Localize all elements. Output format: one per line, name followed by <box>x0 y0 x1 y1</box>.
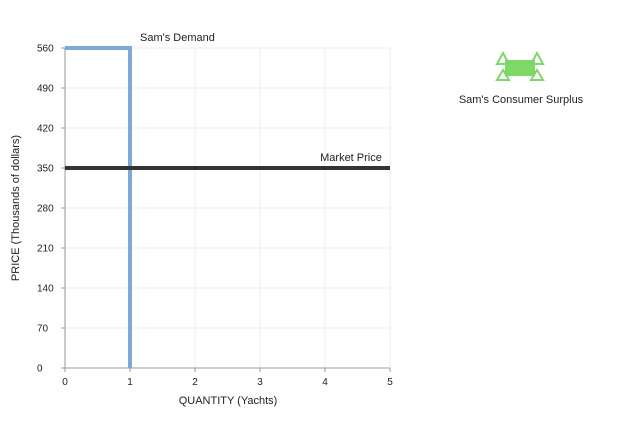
annotation-market-price: Market Price <box>320 152 382 164</box>
legend: Sam's Consumer Surplus <box>459 50 584 106</box>
y-tick-label-5: 350 <box>37 164 54 175</box>
legend-item-consumer-surplus[interactable]: Sam's Consumer Surplus <box>459 50 584 106</box>
green-triangle-area-icon[interactable] <box>495 50 545 81</box>
x-tick-labels: 0 1 2 3 4 5 <box>62 368 393 388</box>
y-tick-label-8: 560 <box>37 44 54 55</box>
y-tick-label-4: 280 <box>37 204 54 215</box>
legend-swatch <box>505 60 535 76</box>
y-tick-label-0: 0 <box>37 364 43 375</box>
x-tick-label-4: 4 <box>322 377 328 388</box>
legend-label: Sam's Consumer Surplus <box>459 94 584 106</box>
legend-marker-bottom-right <box>529 68 545 81</box>
y-tick-labels: 0 70 140 210 280 350 420 490 560 <box>37 44 65 375</box>
y-tick-label-1: 70 <box>37 324 49 335</box>
x-tick-label-0: 0 <box>62 377 68 388</box>
series-line-sams-demand[interactable] <box>65 46 132 368</box>
x-tick-label-5: 5 <box>387 377 393 388</box>
y-tick-label-3: 210 <box>37 244 54 255</box>
y-tick-label-7: 490 <box>37 84 54 95</box>
annotations: Sam's Demand Market Price <box>140 32 382 164</box>
annotation-sams-demand: Sam's Demand <box>140 32 215 44</box>
grid <box>65 47 391 368</box>
x-tick-label-3: 3 <box>257 377 263 388</box>
x-axis-title: QUANTITY (Yachts) <box>179 395 278 407</box>
legend-marker-top-right <box>529 50 545 65</box>
series-lines <box>65 46 390 368</box>
y-tick-label-6: 420 <box>37 124 54 135</box>
y-tick-label-2: 140 <box>37 284 54 295</box>
x-tick-label-2: 2 <box>192 377 198 388</box>
y-axis-title: PRICE (Thousands of dollars) <box>10 135 22 281</box>
legend-marker-top-left <box>495 50 511 65</box>
legend-marker-bottom-left <box>495 68 511 81</box>
x-tick-label-1: 1 <box>127 377 133 388</box>
